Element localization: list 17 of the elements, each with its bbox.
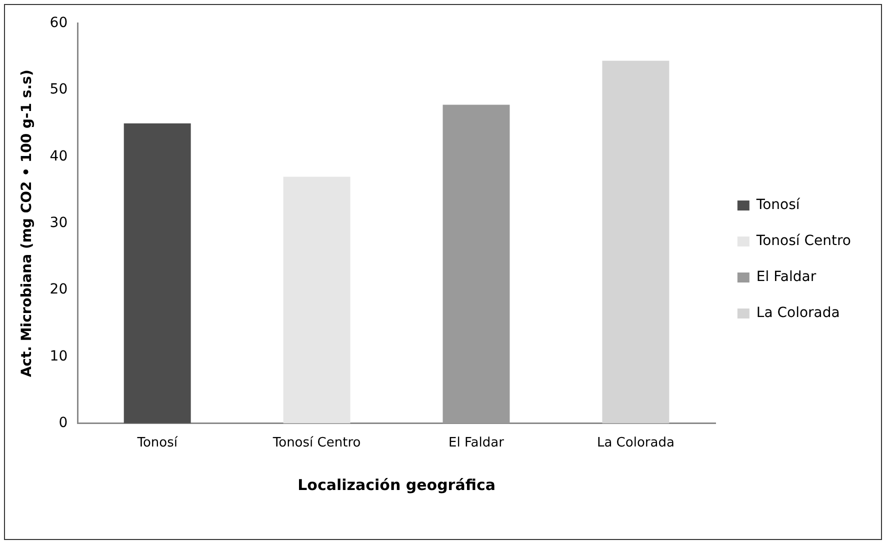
legend-label: Tonosí Centro	[755, 233, 852, 250]
y-tick-label: 60	[50, 15, 68, 32]
y-tick-label: 20	[50, 282, 68, 298]
legend-label: Tonosí	[755, 197, 801, 214]
y-axis-title: Act. Microbiana (mg CO2 • 100 g-1 s.s)	[19, 70, 36, 378]
x-tick-label: La Colorada	[596, 436, 674, 451]
y-tick-label: 50	[50, 82, 68, 98]
y-tick-label: 40	[50, 148, 68, 164]
x-tick-label: Tonosí Centro	[272, 436, 361, 451]
y-tick-label: 0	[58, 415, 68, 432]
legend-label: El Faldar	[756, 269, 816, 286]
y-tick-label: 10	[50, 348, 68, 364]
x-axis-title: Localización geográfica	[298, 476, 496, 494]
y-tick-label: 30	[50, 215, 68, 232]
x-tick-label: El Faldar	[448, 436, 505, 451]
x-tick-label: Tonosí	[136, 436, 178, 451]
legend-label: La Colorada	[756, 305, 840, 322]
